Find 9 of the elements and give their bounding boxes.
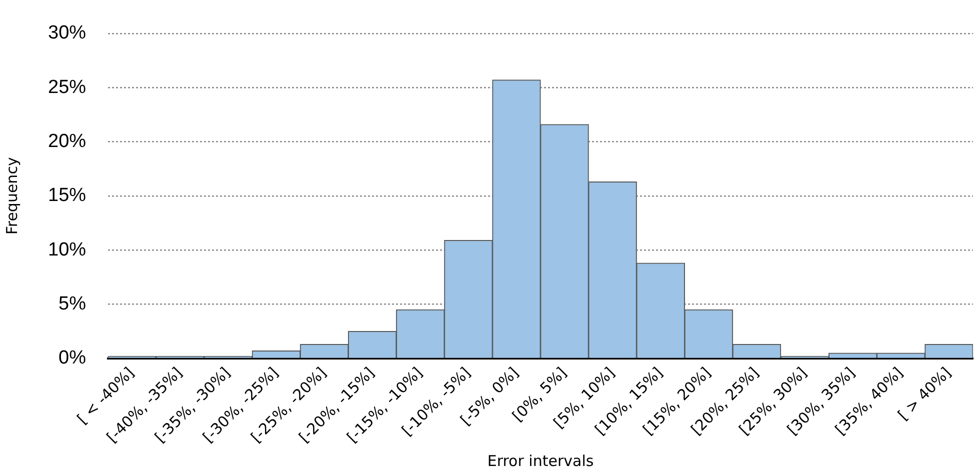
y-tick-label: 20%	[48, 130, 86, 152]
y-tick-label: 0%	[58, 348, 86, 369]
y-tick-label: 5%	[58, 294, 86, 315]
y-axis-title: Frequency	[2, 157, 21, 235]
x-axis-title: Error intervals	[487, 452, 594, 470]
y-tick-label: 10%	[48, 239, 86, 260]
y-tick-label: 25%	[48, 76, 86, 98]
y-tick-label: 15%	[48, 185, 86, 206]
y-tick-label: 30%	[48, 22, 86, 44]
